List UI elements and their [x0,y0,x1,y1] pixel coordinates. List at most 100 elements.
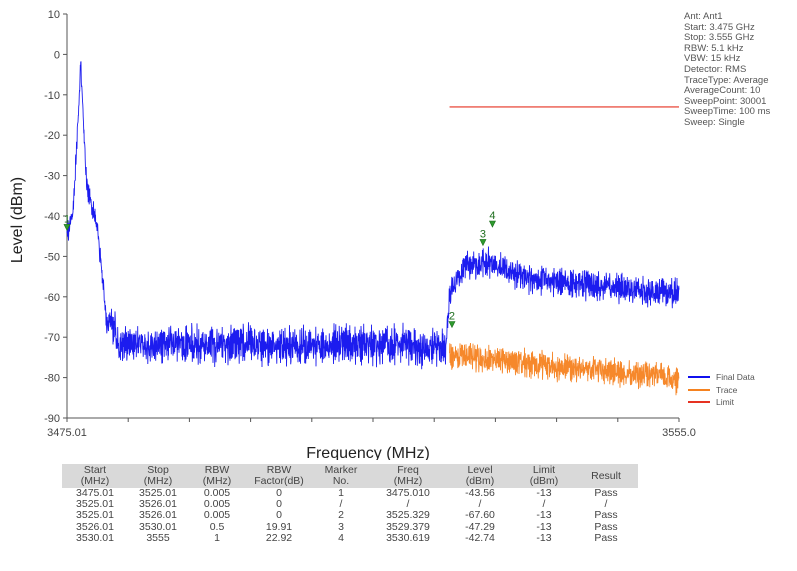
table-cell: 22.92 [265,531,293,544]
table-header-cell: Level (dBm) [446,464,514,488]
table-cell: -47.29 [465,520,495,533]
table-header-cell: RBW (MHz) [188,464,246,488]
table-cell: 3555 [146,531,170,544]
marker-1-icon [63,224,71,232]
table-header-cell: Stop (MHz) [128,464,188,488]
info-line: SweepTime: 100 ms [684,106,771,118]
table-cell: 2 [338,509,344,522]
legend-item: Trace [688,384,755,397]
table-cell: / [604,498,608,511]
y-tick-label: -30 [44,171,60,183]
table-cell: 3526.01 [139,498,177,511]
info-line: Detector: RMS [684,63,747,75]
table-cell: 0.005 [203,498,231,511]
table-row: 3526.01 3530.01 0.5 19.91 3 3529.379 -47.29 -13… [62,520,638,533]
table-cell: 3475.01 [76,487,114,499]
table-cell: 3525.01 [139,487,177,499]
series-layer [66,61,680,396]
table-cell: Pass [594,509,618,522]
legend-label: Final Data [716,372,755,383]
y-tick-label: 0 [54,49,60,61]
table-cell: / [542,498,546,511]
table-header-cell: Freq (MHz) [370,464,446,488]
table-row: 3475.01 3525.01 0.005 0 1 3475.010 -43.56 -13 Pa… [62,487,638,499]
table-cell: 1 [214,531,220,544]
table-cell: 3525.01 [76,509,114,522]
y-tick-label: -50 [44,251,60,263]
legend-item: Limit [688,396,755,409]
marker-3-label: 3 [480,228,486,240]
marker-layer: 1 2 34 [63,210,496,329]
legend-label: Trace [716,384,738,395]
table-cell: 0 [276,487,282,499]
y-tick-label: -60 [44,292,60,304]
y-tick-label: -10 [44,90,60,102]
legend-swatch [688,376,710,379]
info-line: Start: 3.475 GHz [684,21,755,33]
table-cell: Pass [594,520,618,533]
table-cell: / [478,498,482,511]
table-cell: 3530.01 [139,520,177,533]
table-cell: -13 [536,531,552,544]
marker-2-label: 2 [449,311,455,323]
marker-4-icon [488,220,496,228]
y-axis-title: Level (dBm) [9,177,26,263]
table-cell: 3530.01 [76,531,114,544]
table-cell: Pass [594,531,618,544]
table-cell: 3525.01 [76,498,114,511]
table-cell: -13 [536,509,552,522]
table-cell: 0.005 [203,487,231,499]
legend-label: Limit [716,397,734,408]
x-tick-label: 3555.0 [662,427,696,439]
info-line: RBW: 5.1 kHz [684,42,744,54]
table-cell: 0 [276,498,282,511]
info-line: SweepPoint: 30001 [684,95,767,107]
table-header-cell: RBW Factor(dB) [246,464,312,488]
x-tick-label: 3475.01 [47,427,87,439]
table-cell: 3475.010 [386,487,430,499]
table-cell: 3526.01 [76,520,114,533]
table-header-cell: Start (MHz) [62,464,128,488]
table-row: 3525.01 3526.01 0.005 0 / / / / / [62,498,638,511]
series-trace [449,342,680,396]
info-line: VBW: 15 kHz [684,53,741,65]
table-cell: 3 [338,520,344,533]
table-cell: 3525.329 [386,509,430,522]
table-cell: / [406,498,410,511]
y-tick-label: -90 [44,413,60,425]
marker-3-icon [479,239,487,247]
info-line: Ant: Ant1 [684,11,723,22]
info-line: Sweep: Single [684,116,745,128]
legend-swatch [688,401,710,404]
table-cell: Pass [594,487,618,499]
table-row: 3530.01 3555 1 22.92 4 3530.619 -42.74 -13 Pass [62,531,638,544]
info-line: AverageCount: 10 [684,85,761,97]
table-cell: 3526.01 [139,509,177,522]
y-axis: 10 0 -10 -20 -30 -40 -50 -60 -70 -80 -90 [44,9,68,425]
table-cell: -13 [536,487,552,499]
y-tick-label: -20 [44,130,60,142]
table-header-row: Start (MHz) Stop (MHz) RBW (MHz) RBW Factor(dB)… [62,464,638,488]
table-cell: -67.60 [465,509,495,522]
info-line: TraceType: Average [684,74,769,86]
y-tick-label: -70 [44,332,60,344]
info-line: Stop: 3.555 GHz [684,32,755,44]
table-cell: 0 [276,509,282,522]
marker-2-icon [448,321,456,329]
table-cell: -43.56 [465,487,495,499]
legend-item: Final Data [688,371,755,384]
table-header-cell: Limit (dBm) [514,464,574,488]
table-cell: 0.5 [209,520,225,533]
legend-swatch [688,388,710,391]
table-cell: 0.005 [203,509,231,522]
legend: Final Data Trace Limit [688,371,755,409]
table-cell: -42.74 [465,531,495,544]
table-cell: -13 [536,520,552,533]
measurement-settings: Ant: Ant1 Start: 3.475 GHz Stop: 3.555 GHz… [684,11,771,129]
x-axis-title: Frequency (MHz) [306,445,430,460]
table-cell: 4 [338,531,344,544]
series-final-data [66,61,680,370]
table-header-cell: Result [574,464,638,488]
table-header-cell: Marker No. [312,464,370,488]
y-tick-label: -40 [44,211,60,223]
